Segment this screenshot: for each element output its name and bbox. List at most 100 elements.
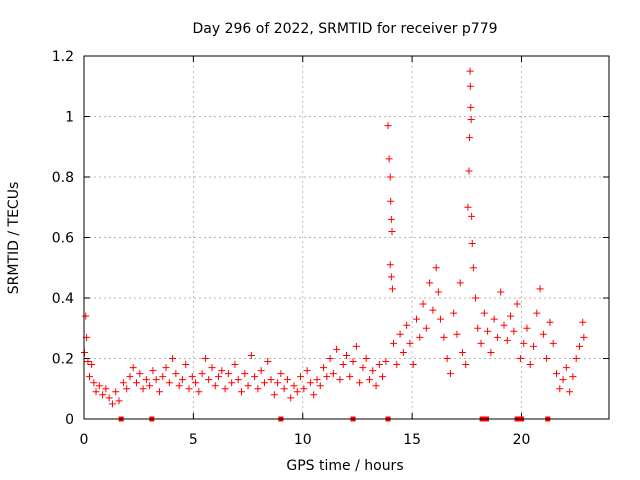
data-point bbox=[580, 333, 588, 341]
data-point bbox=[84, 358, 92, 366]
data-point bbox=[474, 324, 482, 332]
y-tick-label: 0.8 bbox=[52, 170, 74, 186]
data-point bbox=[399, 348, 407, 356]
data-point bbox=[566, 388, 574, 396]
data-point bbox=[228, 379, 236, 387]
data-point bbox=[386, 261, 394, 269]
data-point bbox=[313, 376, 321, 384]
data-point bbox=[477, 339, 485, 347]
data-point bbox=[426, 279, 434, 287]
data-point bbox=[503, 336, 511, 344]
data-point bbox=[201, 355, 209, 362]
grid-lines bbox=[84, 56, 609, 419]
data-point bbox=[516, 355, 524, 362]
data-point bbox=[178, 376, 186, 384]
data-point bbox=[406, 339, 414, 347]
data-point bbox=[326, 355, 334, 362]
data-point bbox=[320, 364, 328, 372]
data-point bbox=[523, 324, 531, 332]
data-point bbox=[546, 318, 554, 326]
data-point bbox=[453, 330, 461, 338]
data-point bbox=[280, 385, 288, 393]
data-point bbox=[539, 330, 547, 338]
data-point bbox=[102, 385, 110, 393]
data-point bbox=[569, 373, 577, 381]
data-point bbox=[139, 385, 147, 393]
data-point bbox=[198, 370, 206, 378]
x-tick-label: 10 bbox=[294, 432, 312, 448]
x-tick-labels: 0 5 10 15 20 bbox=[80, 432, 531, 448]
data-point bbox=[257, 367, 265, 375]
data-point bbox=[356, 379, 364, 387]
data-point bbox=[437, 315, 445, 323]
data-point bbox=[432, 264, 440, 272]
data-point bbox=[343, 351, 350, 359]
data-point bbox=[465, 167, 473, 175]
data-point bbox=[393, 361, 401, 369]
data-point bbox=[462, 361, 470, 369]
data-point bbox=[403, 321, 411, 329]
data-point bbox=[465, 134, 473, 142]
y-tick-label: 1.2 bbox=[52, 49, 74, 65]
data-point bbox=[390, 339, 398, 347]
data-point bbox=[365, 376, 373, 384]
data-point bbox=[469, 264, 477, 272]
data-point bbox=[149, 367, 157, 375]
data-point bbox=[192, 379, 200, 387]
y-tick-labels: 0 0.2 0.4 0.6 0.8 1 1.2 bbox=[52, 49, 74, 428]
data-point bbox=[293, 388, 301, 396]
x-tick-label: 5 bbox=[189, 432, 198, 448]
data-point bbox=[466, 67, 474, 75]
data-point bbox=[264, 358, 272, 366]
data-point bbox=[195, 388, 203, 396]
data-point bbox=[443, 355, 451, 362]
data-point bbox=[579, 318, 587, 326]
data-point bbox=[429, 306, 437, 314]
data-point bbox=[500, 321, 508, 329]
data-point bbox=[384, 122, 392, 130]
plot-frame bbox=[83, 55, 610, 420]
data-point bbox=[513, 300, 521, 308]
data-point bbox=[115, 397, 123, 405]
data-point bbox=[388, 285, 396, 293]
data-point bbox=[520, 339, 528, 347]
data-point bbox=[450, 309, 458, 317]
data-point bbox=[468, 212, 476, 220]
data-point bbox=[234, 376, 242, 384]
data-point bbox=[92, 388, 100, 396]
data-point bbox=[467, 116, 475, 124]
data-point bbox=[386, 173, 394, 181]
data-point bbox=[88, 361, 96, 369]
data-point bbox=[99, 391, 107, 399]
data-point bbox=[303, 367, 311, 375]
data-point bbox=[416, 333, 424, 341]
data-point bbox=[251, 373, 259, 381]
data-point bbox=[387, 215, 395, 223]
data-point bbox=[543, 355, 551, 362]
data-point bbox=[549, 339, 557, 347]
data-point bbox=[434, 288, 442, 296]
x-tick-label: 15 bbox=[403, 432, 421, 448]
data-point bbox=[211, 382, 219, 390]
data-point bbox=[231, 361, 239, 369]
data-point bbox=[419, 300, 427, 308]
data-point bbox=[507, 312, 515, 320]
y-tick-label: 0.4 bbox=[52, 291, 74, 307]
data-point bbox=[155, 388, 163, 396]
data-point bbox=[310, 391, 318, 399]
data-point bbox=[526, 361, 534, 369]
data-point bbox=[126, 373, 134, 381]
y-tick-label: 0.6 bbox=[52, 231, 74, 247]
data-point bbox=[172, 370, 180, 378]
x-axis-label: GPS time / hours bbox=[286, 458, 403, 474]
data-point bbox=[530, 342, 538, 350]
data-point bbox=[215, 373, 223, 381]
data-point bbox=[536, 285, 544, 293]
data-point bbox=[95, 382, 103, 390]
data-series-srmtid bbox=[80, 67, 588, 408]
data-point bbox=[362, 355, 370, 362]
data-point bbox=[297, 373, 305, 381]
data-point bbox=[254, 385, 262, 393]
data-point bbox=[300, 385, 308, 393]
data-point bbox=[175, 382, 183, 390]
